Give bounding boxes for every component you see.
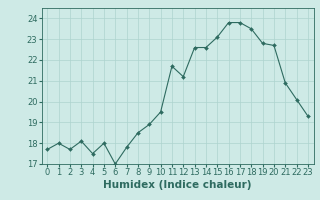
X-axis label: Humidex (Indice chaleur): Humidex (Indice chaleur) <box>103 180 252 190</box>
